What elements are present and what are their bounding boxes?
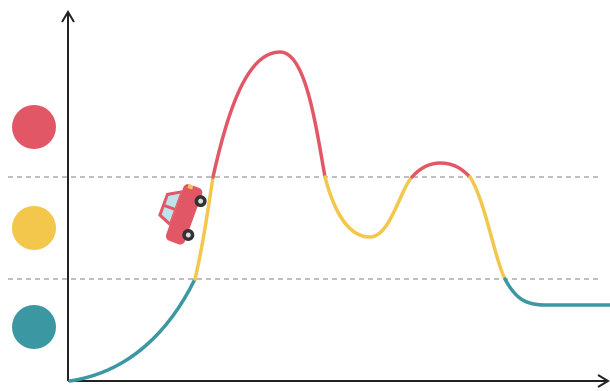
red-level bbox=[12, 105, 56, 149]
yellow-level bbox=[12, 206, 56, 250]
teal-level bbox=[12, 305, 56, 349]
curve-mid bbox=[325, 177, 412, 237]
curve-low bbox=[505, 279, 610, 305]
curve-high bbox=[213, 52, 325, 177]
diagram bbox=[0, 0, 610, 391]
page: (() => { const data = JSON.parse(documen… bbox=[0, 0, 610, 391]
curve-low bbox=[70, 279, 195, 381]
curve-mid bbox=[470, 177, 505, 279]
curve-high bbox=[412, 163, 470, 177]
